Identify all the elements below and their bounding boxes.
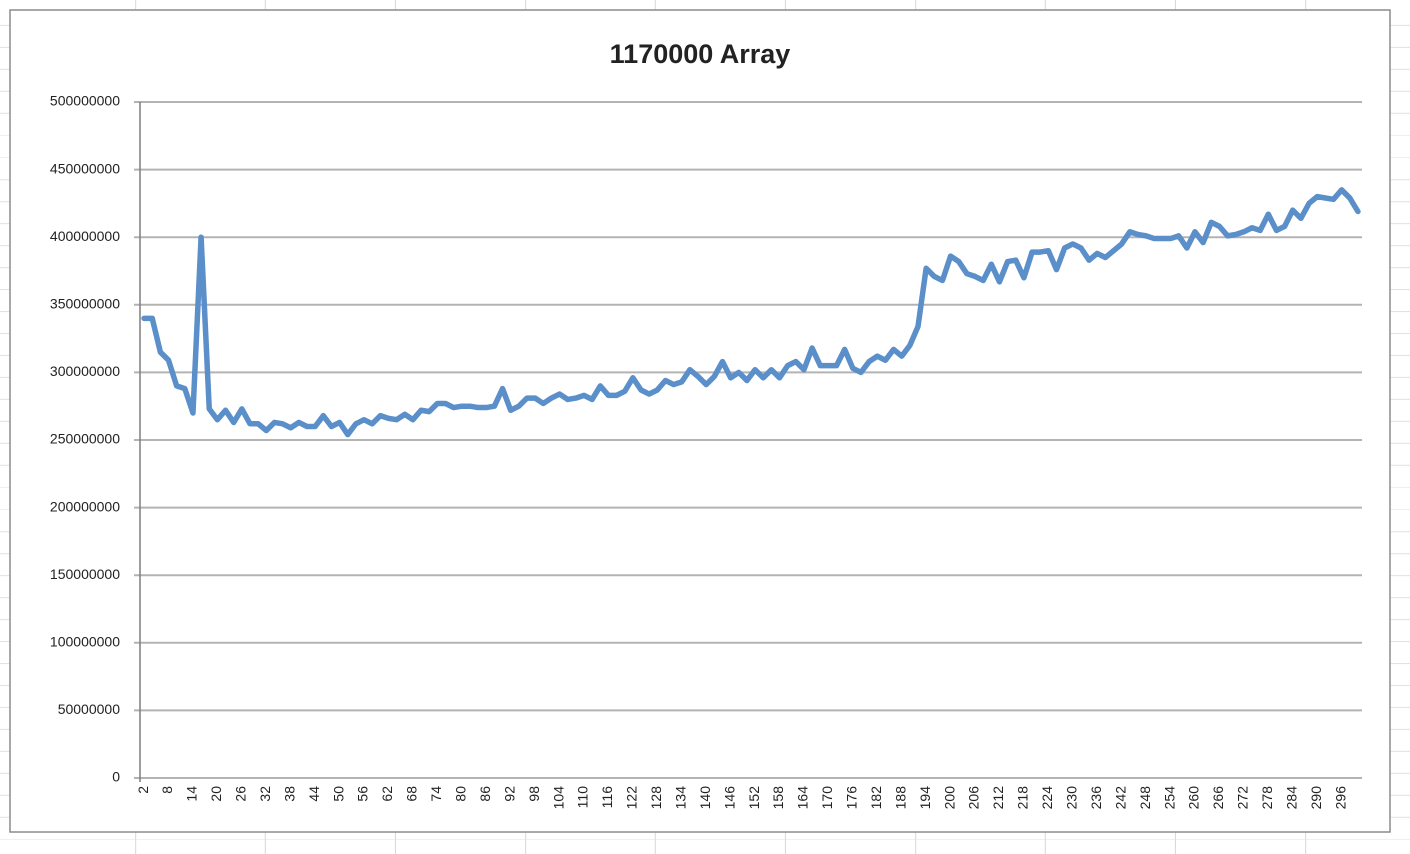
x-tick-label: 86 <box>477 786 493 802</box>
x-tick-label: 164 <box>795 786 811 810</box>
x-tick-label: 110 <box>575 786 591 809</box>
x-tick-label: 224 <box>1039 786 1055 810</box>
x-tick-label: 260 <box>1186 786 1202 810</box>
x-tick-label: 266 <box>1210 786 1226 810</box>
x-tick-label: 284 <box>1283 786 1299 810</box>
x-tick-label: 8 <box>159 786 175 794</box>
x-tick-label: 98 <box>526 786 542 802</box>
x-tick-label: 116 <box>599 786 615 809</box>
x-tick-label: 278 <box>1259 786 1275 810</box>
x-tick-label: 122 <box>624 786 640 810</box>
x-tick-label: 38 <box>281 786 297 802</box>
x-tick-label: 188 <box>892 786 908 810</box>
y-tick-label: 150000000 <box>50 566 120 582</box>
x-tick-label: 68 <box>404 786 420 802</box>
x-tick-label: 104 <box>550 786 566 810</box>
x-tick-label: 26 <box>233 786 249 802</box>
y-tick-label: 250000000 <box>50 431 120 447</box>
y-tick-label: 300000000 <box>50 363 120 379</box>
chart-title: 1170000 Array <box>610 39 791 69</box>
x-tick-label: 236 <box>1088 786 1104 810</box>
y-tick-label: 0 <box>112 769 120 785</box>
x-tick-label: 206 <box>966 786 982 810</box>
y-tick-label: 400000000 <box>50 228 120 244</box>
x-tick-label: 158 <box>770 786 786 810</box>
x-tick-label: 62 <box>379 786 395 802</box>
x-tick-label: 14 <box>184 786 200 802</box>
x-tick-label: 128 <box>648 786 664 810</box>
x-tick-label: 32 <box>257 786 273 802</box>
x-tick-label: 50 <box>330 786 346 802</box>
x-tick-label: 74 <box>428 786 444 802</box>
x-tick-label: 296 <box>1332 786 1348 810</box>
x-tick-label: 182 <box>868 786 884 810</box>
x-tick-label: 212 <box>990 786 1006 810</box>
x-tick-label: 2 <box>135 786 151 794</box>
x-tick-label: 230 <box>1063 786 1079 810</box>
x-tick-label: 80 <box>452 786 468 802</box>
y-tick-label: 500000000 <box>50 93 120 109</box>
x-tick-label: 146 <box>721 786 737 810</box>
data-line <box>141 187 1361 438</box>
x-tick-label: 92 <box>501 786 517 802</box>
x-tick-label: 248 <box>1137 786 1153 810</box>
y-tick-label: 200000000 <box>50 498 120 514</box>
x-tick-label: 194 <box>917 786 933 810</box>
y-tick-label: 100000000 <box>50 634 120 650</box>
x-tick-label: 44 <box>306 786 322 802</box>
x-tick-label: 200 <box>941 786 957 810</box>
y-tick-label: 50000000 <box>58 701 121 717</box>
x-tick-label: 290 <box>1308 786 1324 810</box>
x-tick-label: 218 <box>1015 786 1031 810</box>
x-tick-label: 56 <box>355 786 371 802</box>
x-tick-label: 272 <box>1235 786 1251 810</box>
x-tick-label: 176 <box>844 786 860 810</box>
x-tick-label: 170 <box>819 786 835 810</box>
x-tick-label: 20 <box>208 786 224 802</box>
x-tick-label: 140 <box>697 786 713 810</box>
x-tick-label: 254 <box>1161 786 1177 810</box>
x-tick-label: 242 <box>1112 786 1128 810</box>
x-tick-label: 134 <box>672 786 688 810</box>
y-tick-label: 450000000 <box>50 160 120 176</box>
y-tick-label: 350000000 <box>50 296 120 312</box>
x-tick-label: 152 <box>746 786 762 810</box>
chart-area <box>9 9 1391 833</box>
